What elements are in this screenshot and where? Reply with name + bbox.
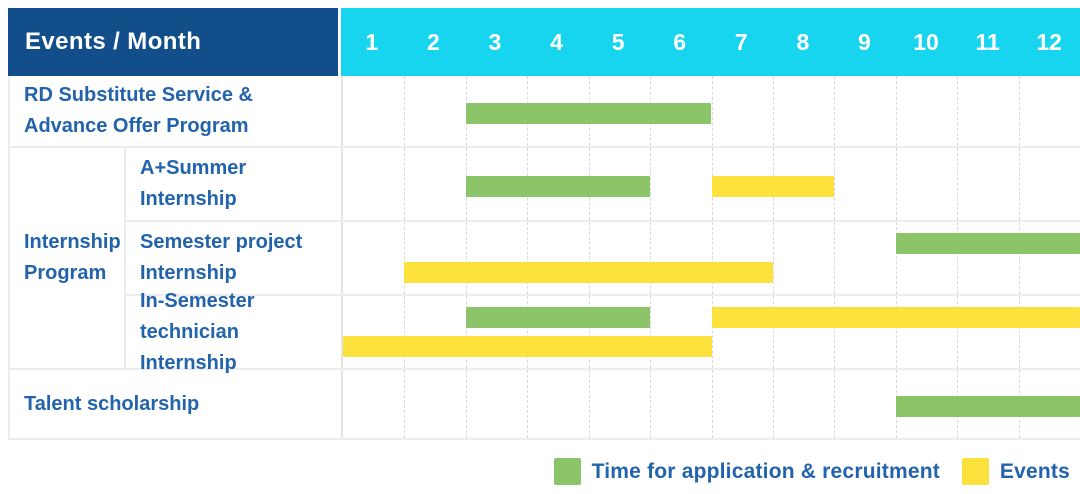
row-a-summer-internship: A+Summer Internship: [126, 148, 1080, 222]
month-gridline: [834, 296, 836, 368]
legend-application-item: Time for application & recruitment: [553, 458, 940, 485]
month-header-label: 8: [796, 28, 810, 55]
month-gridline: [404, 370, 406, 438]
month-gridline: [957, 148, 959, 220]
application-recruitment-bar: [895, 233, 1080, 254]
group-label-internship-program: Internship Program: [10, 148, 126, 368]
row-in-semester-technician-internship: In-Semester technician Internship: [126, 289, 1080, 374]
month-header-label: 4: [550, 28, 563, 55]
month-gridline: [650, 148, 652, 220]
month-gridline: [1018, 76, 1020, 146]
month-grid-row: [341, 76, 1080, 146]
month-header-label: 7: [734, 28, 748, 55]
month-gridline: [772, 296, 774, 368]
row-talent-scholarship: Talent scholarship: [10, 370, 1080, 440]
month-gridline: [834, 76, 836, 146]
legend-events-item: Events: [961, 458, 1070, 485]
month-grid-row: [341, 148, 1080, 220]
month-gridline: [895, 222, 897, 294]
month-gridline: [650, 222, 652, 294]
month-grid-row: [341, 370, 1080, 438]
month-gridline: [1018, 222, 1020, 294]
application-recruitment-bar: [465, 176, 651, 197]
legend: Time for application & recruitment Event…: [532, 458, 1070, 485]
row-label-semester-project-internship: Semester project Internship: [140, 231, 303, 284]
month-gridline: [527, 296, 529, 368]
month-gridline: [465, 296, 467, 368]
month-gridline: [404, 296, 406, 368]
month-gridline: [527, 222, 529, 294]
month-gridline: [711, 370, 713, 438]
month-header-label: 3: [488, 28, 502, 55]
month-header-label: 1: [365, 28, 379, 55]
month-gridline: [957, 222, 959, 294]
month-gridline: [1018, 148, 1020, 220]
application-recruitment-bar: [465, 307, 651, 328]
month-header-label: 12: [1036, 28, 1062, 55]
row-label-talent-scholarship: Talent scholarship: [24, 392, 200, 415]
events-bar: [711, 176, 835, 197]
month-gridline: [772, 76, 774, 146]
month-gridline: [404, 76, 406, 146]
row-rd-substitute: RD Substitute Service & Advance Offer Pr…: [10, 76, 1080, 148]
month-gridline: [711, 222, 713, 294]
application-recruitment-bar: [465, 103, 712, 124]
month-gridline: [772, 370, 774, 438]
month-gridline: [588, 296, 590, 368]
events-bar: [404, 262, 773, 283]
internship-program-subrows: A+Summer Internship Semester project Int…: [126, 148, 1080, 374]
month-gridline: [650, 370, 652, 438]
month-gridline: [1018, 296, 1020, 368]
month-gridline: [957, 76, 959, 146]
month-gridline: [465, 222, 467, 294]
month-gridline: [711, 76, 713, 146]
row-label-in-semester-technician-internship: In-Semester technician Internship: [140, 289, 255, 374]
month-gridline: [527, 370, 529, 438]
month-gridline: [404, 222, 406, 294]
row-label-a-summer-internship: A+Summer Internship: [140, 157, 247, 210]
month-gridline: [588, 370, 590, 438]
month-gridline: [711, 296, 713, 368]
month-header-label: 10: [913, 28, 939, 55]
month-header-row: 1 2 3 4 5 6 7 8 9 10 11 12: [341, 8, 1080, 76]
month-gridline: [834, 370, 836, 438]
month-header-label: 2: [426, 28, 440, 55]
internship-program-group: Internship Program A+Summer Internship S…: [10, 148, 1080, 374]
month-gridline: [588, 222, 590, 294]
month-header-label: 11: [975, 28, 1000, 55]
month-header-label: 6: [673, 28, 687, 55]
table-body: RD Substitute Service & Advance Offer Pr…: [8, 76, 1080, 440]
table-header-row: Events / Month 1 2 3 4 5 6 7 8 9 10 11 12: [8, 8, 1080, 76]
month-gridline: [834, 222, 836, 294]
application-color-swatch: [553, 458, 581, 485]
events-bar: [343, 336, 712, 357]
row-label-rd-substitute: RD Substitute Service & Advance Offer Pr…: [24, 84, 253, 137]
events-month-header: Events / Month: [8, 8, 338, 76]
legend-events-label: Events: [999, 459, 1070, 483]
month-gridline: [957, 296, 959, 368]
month-grid-row: [341, 296, 1080, 368]
header-gap: [338, 8, 341, 76]
application-recruitment-bar: [895, 396, 1080, 417]
month-header-label: 5: [611, 28, 625, 55]
month-gridline: [465, 370, 467, 438]
month-header-label: 9: [858, 28, 871, 55]
month-gridline: [650, 296, 652, 368]
month-gridline: [895, 76, 897, 146]
month-gridline: [772, 222, 774, 294]
row-semester-project-internship: Semester project Internship: [126, 222, 1080, 296]
events-bar: [711, 307, 1080, 328]
month-gridline: [895, 148, 897, 220]
month-gridline: [834, 148, 836, 220]
gantt-table: Events / Month 1 2 3 4 5 6 7 8 9 10 11 12 RD Substi…: [8, 8, 1080, 440]
month-gridline: [895, 296, 897, 368]
month-grid-row: [341, 222, 1080, 294]
legend-application-label: Time for application & recruitment: [591, 459, 940, 483]
events-color-swatch: [961, 458, 989, 485]
month-gridline: [404, 148, 406, 220]
